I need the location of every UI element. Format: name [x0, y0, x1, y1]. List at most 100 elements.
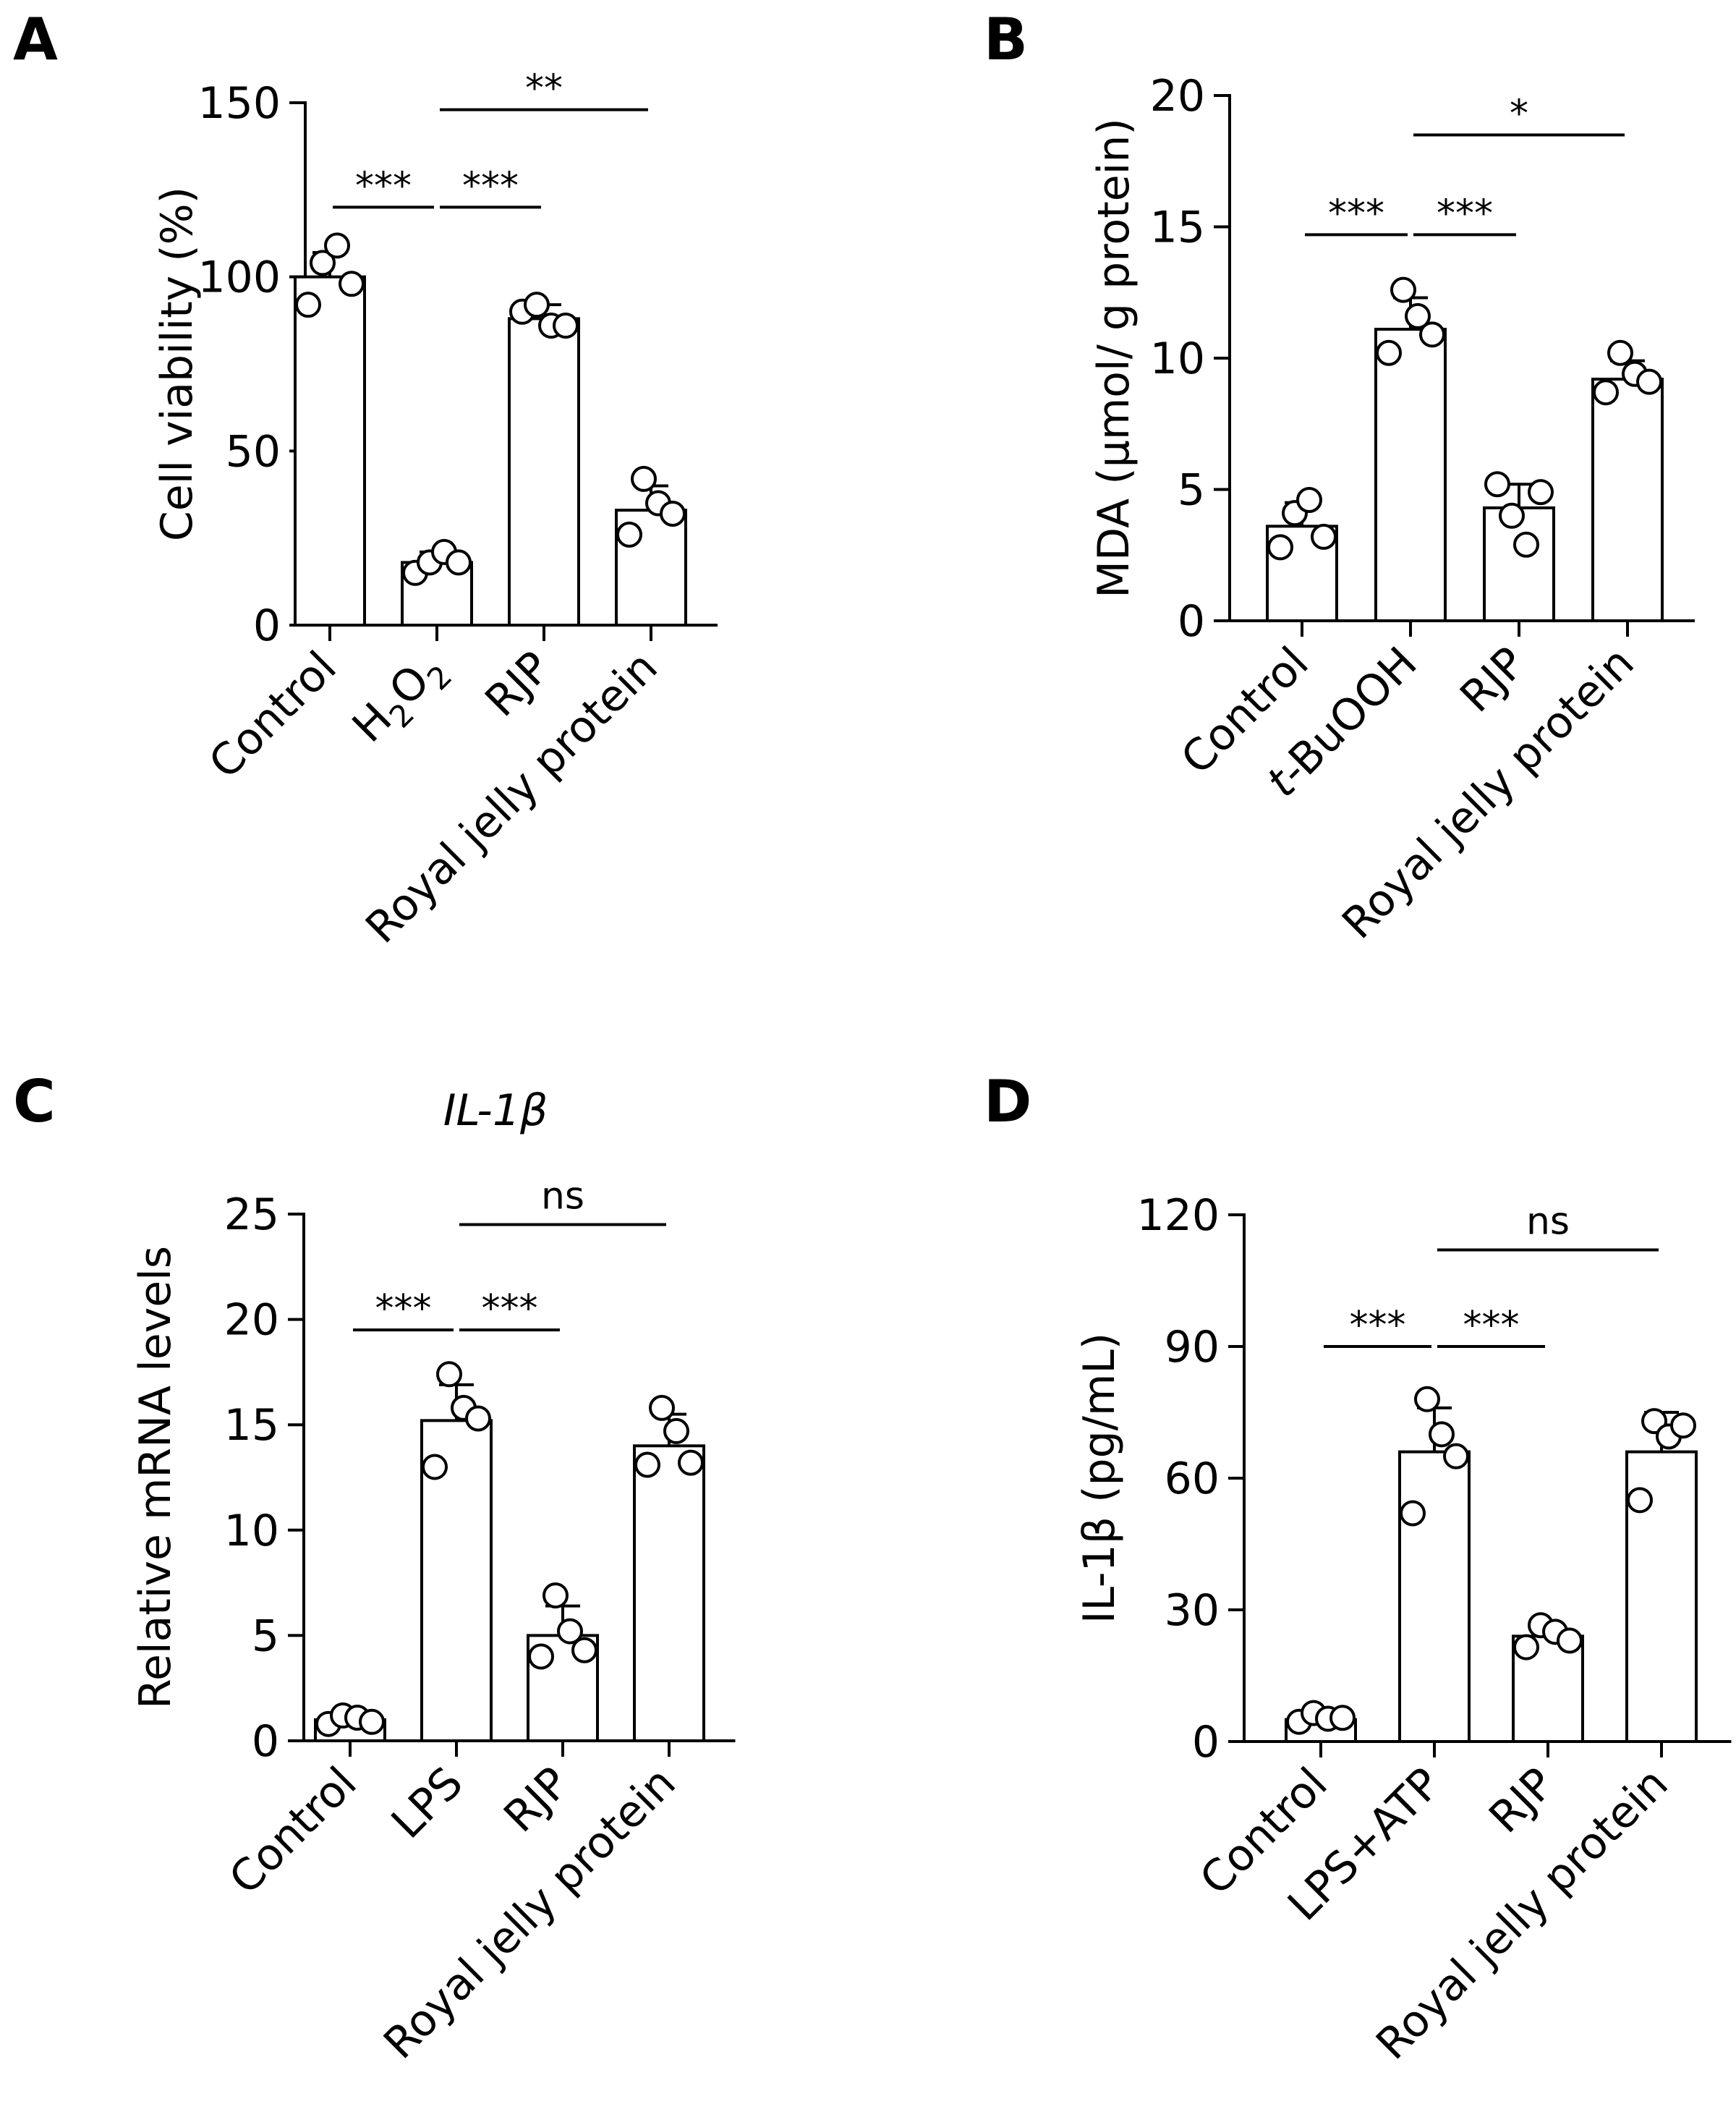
x-tick-label: H2O2: [343, 642, 459, 758]
significance-label: ***: [375, 1287, 432, 1331]
y-tick-label: 150: [197, 78, 281, 129]
y-tick-label: 90: [1165, 1322, 1220, 1373]
significance-label: ***: [1437, 192, 1493, 235]
panel-letter: C: [13, 1068, 56, 1135]
y-axis-title: Relative mRNA levels: [130, 1246, 181, 1709]
data-point: [1376, 339, 1402, 366]
x-tick-label: Control: [220, 1757, 367, 1904]
panel-letter: D: [984, 1068, 1031, 1135]
data-point: [553, 313, 579, 339]
data-point: [465, 1405, 491, 1432]
data-point: [660, 500, 686, 527]
y-tick-label: 0: [1178, 596, 1205, 647]
data-point: [1484, 471, 1510, 498]
y-tick-label: 50: [226, 426, 281, 477]
data-point: [1329, 1705, 1356, 1731]
data-point: [557, 1618, 583, 1645]
data-point: [324, 232, 350, 259]
data-point: [634, 1451, 660, 1478]
data-point: [339, 271, 365, 297]
data-point: [1557, 1627, 1583, 1654]
data-point: [1311, 523, 1337, 550]
data-point: [1296, 487, 1322, 514]
chart-title: IL-1β: [443, 1085, 548, 1136]
significance-label: *: [1510, 92, 1528, 135]
data-point: [1670, 1412, 1696, 1439]
panel-c: C IL-1β 0 5 10 15 20 25 Relative mRNA levels Cont…: [13, 1068, 736, 2069]
data-point: [1267, 534, 1293, 561]
data-point: [295, 292, 321, 318]
data-point: [663, 1417, 689, 1444]
data-point: [571, 1637, 597, 1663]
y-tick-label: 10: [224, 1506, 279, 1556]
significance-label: ***: [1350, 1304, 1406, 1347]
significance-label: **: [525, 67, 563, 111]
data-point: [422, 1454, 448, 1480]
panel-letter: B: [984, 6, 1028, 73]
data-point: [528, 1643, 554, 1670]
x-tick-label: RJP: [1451, 637, 1536, 722]
bar-4: [1591, 378, 1664, 622]
y-tick-label: 20: [1150, 71, 1205, 122]
data-point: [1443, 1443, 1469, 1469]
data-point: [1636, 368, 1662, 395]
data-point: [1419, 321, 1445, 348]
data-point: [1513, 1634, 1539, 1660]
y-tick-label: 25: [224, 1189, 279, 1240]
y-tick-label: 60: [1165, 1454, 1220, 1504]
y-tick-label: 0: [1192, 1717, 1220, 1768]
significance-label: ***: [1463, 1304, 1520, 1347]
y-tick-label: 0: [252, 1716, 279, 1767]
y-tick-label: 10: [1150, 334, 1205, 384]
y-tick-label: 30: [1165, 1585, 1220, 1636]
x-tick-label: RJP: [495, 1757, 579, 1842]
significance-label: ns: [541, 1175, 584, 1218]
panel-letter: A: [13, 6, 58, 73]
data-point: [1390, 276, 1416, 303]
significance-label: ***: [482, 1287, 538, 1331]
x-tick-label: LPS: [382, 1757, 473, 1849]
data-point: [436, 1361, 462, 1388]
y-axis-title: MDA (µmol/ g protein): [1089, 118, 1139, 598]
data-point: [1593, 379, 1619, 406]
data-point: [524, 292, 550, 318]
y-axis-title: Cell viability (%): [152, 187, 203, 541]
data-point: [631, 465, 657, 492]
data-point: [1414, 1386, 1440, 1412]
data-point: [1627, 1487, 1653, 1514]
y-tick-label: 0: [253, 601, 281, 651]
x-tick-label: RJP: [1480, 1758, 1565, 1843]
bar-1: [294, 275, 366, 627]
bar-3: [508, 317, 580, 627]
y-tick-label: 15: [224, 1400, 279, 1451]
y-tick-label: 20: [224, 1295, 279, 1346]
significance-label: ***: [1328, 192, 1384, 235]
data-point: [1528, 479, 1554, 506]
data-point: [1405, 302, 1431, 329]
data-point: [1400, 1500, 1426, 1527]
data-point: [1499, 502, 1525, 529]
data-point: [359, 1708, 385, 1735]
y-tick-label: 5: [252, 1611, 279, 1661]
significance-label: ***: [462, 164, 519, 208]
data-point: [1513, 531, 1539, 558]
y-tick-label: 100: [197, 253, 281, 303]
y-axis-title: IL-1β (pg/mL): [1074, 1333, 1125, 1624]
data-point: [446, 549, 472, 576]
data-point: [616, 521, 642, 548]
x-tick-label: Control: [200, 642, 346, 789]
bar-2: [1374, 328, 1447, 622]
significance-label: ns: [1526, 1200, 1570, 1244]
x-tick-label: RJP: [476, 642, 561, 726]
significance-label: ***: [355, 164, 412, 208]
data-point: [649, 1394, 675, 1421]
data-point: [678, 1449, 704, 1476]
data-point: [1429, 1421, 1455, 1448]
data-point: [542, 1582, 569, 1609]
y-tick-label: 5: [1178, 465, 1205, 516]
y-tick-label: 15: [1150, 203, 1205, 253]
